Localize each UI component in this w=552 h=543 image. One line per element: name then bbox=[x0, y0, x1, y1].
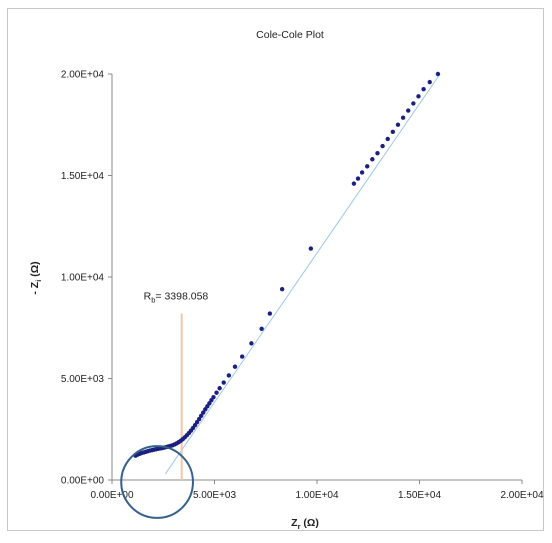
y-tick-label: 1.00E+04 bbox=[61, 273, 105, 284]
data-point bbox=[279, 286, 285, 292]
data-point bbox=[385, 136, 390, 142]
y-tick-label: 1.50E+04 bbox=[61, 171, 105, 182]
data-point bbox=[355, 176, 361, 181]
x-axis-label: Zr (Ω) bbox=[291, 517, 319, 531]
data-point bbox=[395, 122, 401, 127]
y-axis-ticks: 0.00E+00 5.00E+03 1.00E+04 1.50E+04 2.00E+04 bbox=[61, 70, 112, 487]
data-point bbox=[351, 181, 357, 186]
x-axis-ticks: 0.00E+00 5.00E+03 1.00E+04 1.50E+04 2.00E+04 bbox=[90, 480, 544, 501]
data-point bbox=[308, 246, 314, 251]
data-point bbox=[421, 87, 426, 92]
y-axis-label-sub: i bbox=[34, 280, 43, 282]
x-axis-label-sub: r bbox=[298, 522, 301, 531]
data-point bbox=[359, 170, 365, 175]
y-axis-label-main: - Z bbox=[29, 281, 41, 294]
chart-title: Cole-Cole Plot bbox=[256, 29, 324, 41]
data-point bbox=[201, 410, 206, 415]
data-point bbox=[365, 164, 370, 169]
y-tick-label: 5.00E+03 bbox=[61, 374, 105, 385]
data-point bbox=[196, 416, 202, 422]
y-tick-label: 2.00E+04 bbox=[61, 70, 105, 81]
data-point bbox=[211, 394, 216, 400]
data-point bbox=[249, 341, 254, 346]
x-tick-label: 1.50E+04 bbox=[398, 490, 442, 501]
rb-label-sub: b bbox=[151, 296, 155, 305]
y-axis-label: - Zi (Ω) bbox=[29, 261, 43, 294]
data-point bbox=[427, 79, 432, 85]
x-axis-label-unit: (Ω) bbox=[301, 517, 319, 529]
data-point bbox=[221, 380, 226, 385]
rb-annotation: Rb= 3398.058 bbox=[144, 291, 209, 305]
x-tick-label: 5.00E+03 bbox=[193, 490, 237, 501]
x-tick-label: 1.00E+04 bbox=[295, 490, 339, 501]
fit-line bbox=[164, 73, 441, 475]
data-point bbox=[259, 326, 264, 331]
data-point bbox=[411, 101, 416, 106]
data-point bbox=[267, 311, 273, 316]
data-point bbox=[416, 94, 421, 99]
x-axis-label-main: Z bbox=[291, 517, 298, 529]
x-tick-label: 0.00E+00 bbox=[90, 490, 134, 501]
data-point bbox=[375, 150, 380, 156]
data-point bbox=[390, 129, 396, 135]
y-tick-label: 0.00E+00 bbox=[61, 476, 105, 487]
data-point bbox=[239, 354, 245, 359]
data-point bbox=[400, 115, 406, 120]
data-point bbox=[232, 364, 238, 369]
chart-border bbox=[7, 8, 544, 531]
rb-label-main: R bbox=[144, 291, 152, 303]
data-point bbox=[198, 413, 204, 419]
data-point bbox=[214, 390, 219, 395]
x-tick-label: 2.00E+04 bbox=[500, 490, 544, 501]
data-point bbox=[380, 143, 385, 149]
data-point bbox=[370, 157, 375, 162]
data-point bbox=[435, 71, 441, 77]
rb-label-value: = 3398.058 bbox=[155, 291, 208, 303]
data-point bbox=[226, 373, 232, 378]
data-points bbox=[133, 71, 441, 458]
y-axis-label-unit: (Ω) bbox=[29, 261, 41, 279]
data-point bbox=[406, 108, 411, 113]
data-point bbox=[217, 386, 222, 391]
highlight-circle bbox=[120, 445, 194, 519]
